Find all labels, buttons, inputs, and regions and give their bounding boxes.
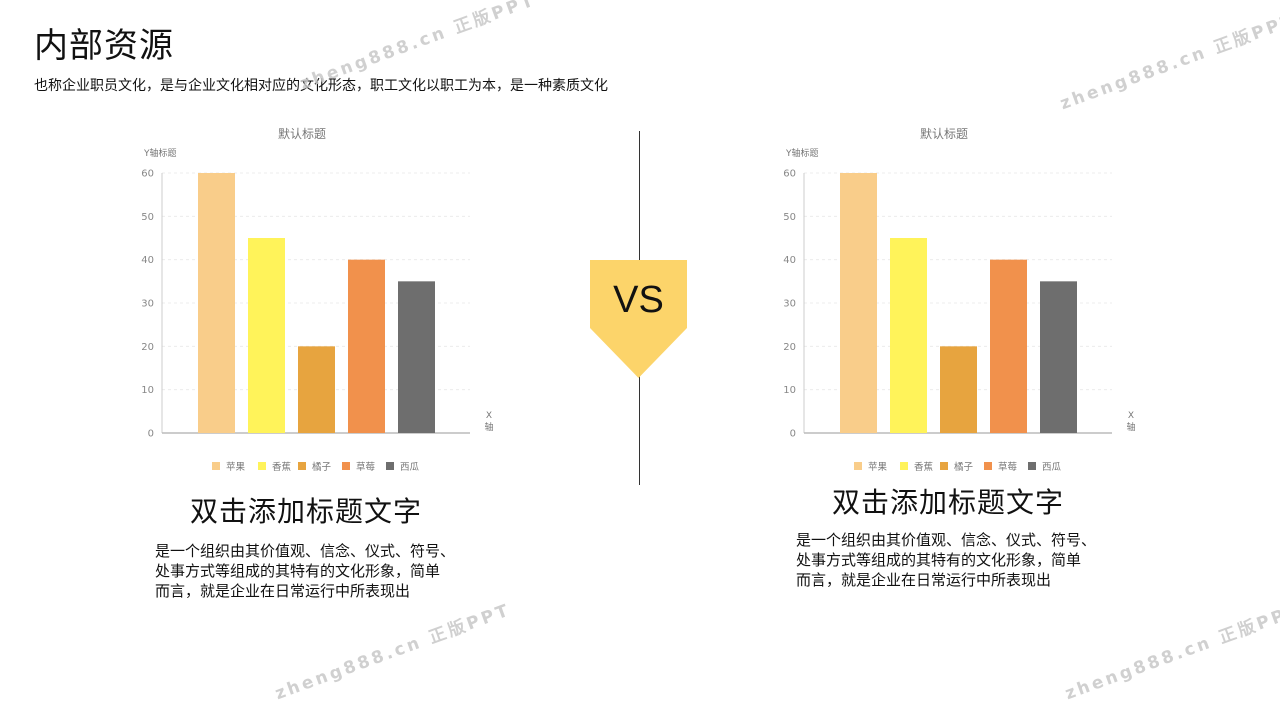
caption-body-right: 是一个组织由其价值观、信念、仪式、符号、 处事方式等组成的其特有的文化形象，简单… [796,530,1126,590]
caption-line: 而言，就是企业在日常运行中所表现出 [796,571,1052,589]
y-tick-label: 30 [783,299,796,310]
bar-4 [990,259,1027,433]
bar-1 [840,173,877,433]
vs-label: VS [613,279,664,321]
y-tick-label: 40 [141,255,154,266]
bar-3 [940,346,977,433]
legend-label: 苹果 [868,461,888,473]
y-tick-label: 60 [783,169,796,180]
vs-badge: VS [590,260,687,378]
bar-4 [348,259,385,433]
y-tick-label: 50 [783,212,796,223]
bar-1 [198,173,235,433]
x-axis-label: X [486,411,492,421]
page-subtitle: 也称企业职员文化，是与企业文化相对应的文化形态，职工文化以职工为本，是一种素质文… [34,78,608,94]
legend-label: 苹果 [226,461,246,473]
legend-swatch [940,462,948,470]
vs-badge-shape [590,260,687,378]
bar-5 [398,281,435,433]
caption-line: 是一个组织由其价值观、信念、仪式、符号、 [796,531,1097,549]
caption-line: 处事方式等组成的其特有的文化形象，简单 [796,551,1082,569]
y-axis-label: Y轴标题 [785,147,819,159]
legend-swatch [386,462,394,470]
y-tick-label: 10 [783,385,796,396]
legend-swatch [854,462,862,470]
legend-swatch [984,462,992,470]
x-axis-label: 轴 [484,421,493,433]
y-axis-label: Y轴标题 [143,147,177,159]
watermark: zheng888.cn 正版PPT [1057,10,1280,115]
y-tick-label: 30 [141,299,154,310]
chart-title: 默认标题 [278,126,326,141]
legend-swatch [1028,462,1036,470]
y-tick-label: 10 [141,385,154,396]
y-tick-label: 0 [148,429,154,440]
legend-label: 西瓜 [400,462,420,473]
legend-swatch [212,462,220,470]
caption-line: 是一个组织由其价值观、信念、仪式、符号、 [155,542,456,560]
y-tick-label: 40 [783,255,796,266]
legend-label: 草莓 [998,461,1018,473]
caption-line: 而言，就是企业在日常运行中所表现出 [155,582,411,600]
y-tick-label: 50 [141,212,154,223]
watermark: zheng888.cn 正版PPT [272,600,514,705]
caption-title-left[interactable]: 双击添加标题文字 [190,495,423,528]
legend-label: 西瓜 [1042,462,1062,473]
bar-5 [1040,281,1077,433]
bar-3 [298,346,335,433]
legend-label: 香蕉 [914,461,934,473]
legend-swatch [298,462,306,470]
y-tick-label: 20 [141,342,154,353]
caption-line: 处事方式等组成的其特有的文化形象，简单 [155,562,441,580]
y-tick-label: 0 [790,429,796,440]
legend-swatch [258,462,266,470]
y-tick-label: 60 [141,169,154,180]
x-axis-label: 轴 [1126,421,1135,433]
legend-label: 草莓 [356,461,376,473]
y-tick-label: 20 [783,342,796,353]
bar-chart-right: 默认标题 Y轴标题 0 10 20 30 40 50 60 X 轴苹果 香蕉 橘子 草莓 西瓜 [762,120,1142,480]
legend-label: 橘子 [954,462,974,473]
watermark: zheng888.cn 正版PPT [1062,600,1280,705]
caption-body-left: 是一个组织由其价值观、信念、仪式、符号、 处事方式等组成的其特有的文化形象，简单… [155,541,485,601]
caption-title-right[interactable]: 双击添加标题文字 [832,486,1065,519]
legend-swatch [342,462,350,470]
bar-2 [890,238,927,433]
legend-label: 橘子 [312,462,332,473]
x-axis-label: X [1128,411,1134,421]
page-title: 内部资源 [34,26,174,66]
legend-label: 香蕉 [272,461,292,473]
chart-title: 默认标题 [920,126,968,141]
legend-swatch [900,462,908,470]
bar-2 [248,238,285,433]
bar-chart-left: 默认标题 Y轴标题 0 10 20 30 40 50 60 X 轴苹果 香蕉 橘子 草莓 西瓜 [120,120,500,480]
